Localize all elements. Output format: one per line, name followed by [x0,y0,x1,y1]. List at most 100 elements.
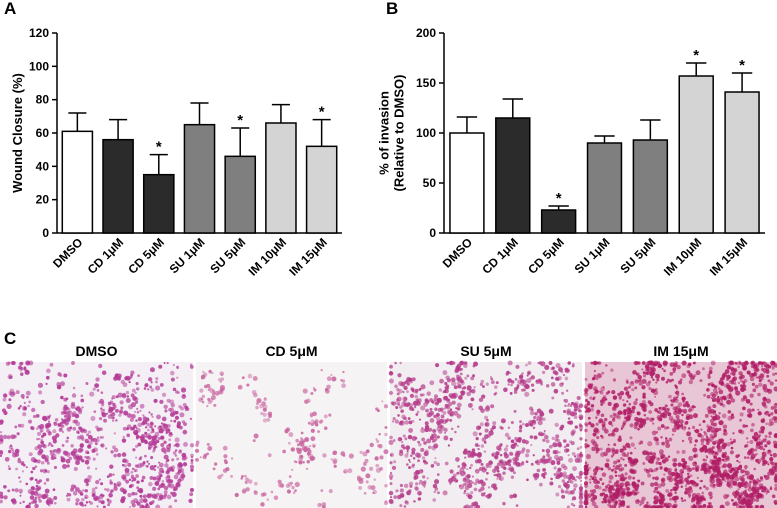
cell [162,417,167,422]
cell [577,458,582,463]
cell [85,460,90,465]
cell [681,414,683,416]
cell [584,422,588,426]
cell [391,401,395,405]
cell [417,398,422,403]
cell [709,495,712,498]
cell [182,420,185,423]
cell [400,409,404,413]
cell [620,391,625,396]
cell [554,389,559,394]
cell [575,425,578,428]
cell [99,478,101,480]
cell [37,444,42,449]
cell [731,447,734,450]
cell [497,473,502,478]
cell [601,436,604,439]
cell [3,393,7,397]
cell [542,371,545,374]
cell [404,500,408,504]
cell [603,451,608,456]
cell [115,409,119,413]
cell [531,463,534,466]
cell [612,504,616,508]
y-tick-label: 100 [29,59,49,73]
cell [533,427,536,430]
cell [455,480,458,483]
cell [117,453,121,457]
cell [558,474,562,478]
cell [126,434,130,438]
cell [614,413,619,418]
cell [594,427,599,432]
cell [80,399,84,403]
cell [637,499,640,502]
cell [754,449,757,452]
cell [661,442,665,446]
cell [253,439,256,442]
cell [546,453,550,457]
cell [460,372,463,375]
cell [308,453,313,458]
cell [148,377,152,381]
cell [126,398,131,403]
cell [122,459,126,463]
cell [605,463,610,468]
cell [509,466,514,471]
cell [253,376,258,381]
cell [149,501,153,505]
cell [608,480,611,483]
cell [622,399,624,401]
cell [712,404,716,408]
cell [223,446,228,451]
cell [633,458,638,463]
cell [295,461,297,463]
cell [615,475,617,477]
cell [311,429,315,433]
cell [176,377,178,379]
cell [89,391,94,396]
cell [101,436,104,439]
cell [53,488,56,491]
cell [519,426,522,429]
cell [687,475,690,478]
cell [589,396,592,399]
cell [430,418,435,423]
cell [585,389,588,392]
cell [456,472,459,475]
cell [571,476,575,480]
cell [149,476,153,480]
cell [524,392,529,397]
cell [678,402,683,407]
cell [108,406,110,408]
cell [81,498,85,502]
cell [594,370,596,372]
cell [7,404,12,409]
cell [707,407,712,412]
y-tick-label: 0 [429,226,436,240]
cell [129,478,132,481]
cell [379,455,383,459]
cell [746,437,749,440]
cell [374,456,378,460]
cell [223,454,227,458]
cell [495,455,498,458]
cell [502,471,505,474]
cell [513,471,516,474]
cell [568,403,570,405]
cell [394,384,398,388]
cell [214,462,217,465]
cell [723,469,727,473]
cell [551,397,554,400]
cell [389,436,393,440]
cell [623,420,627,424]
cell [656,461,660,465]
cell [714,392,718,396]
cell [573,483,578,488]
cell [555,434,559,438]
cell [550,478,553,481]
cell [147,429,149,431]
cell [167,475,171,479]
cell [496,445,501,450]
cell [157,466,159,468]
